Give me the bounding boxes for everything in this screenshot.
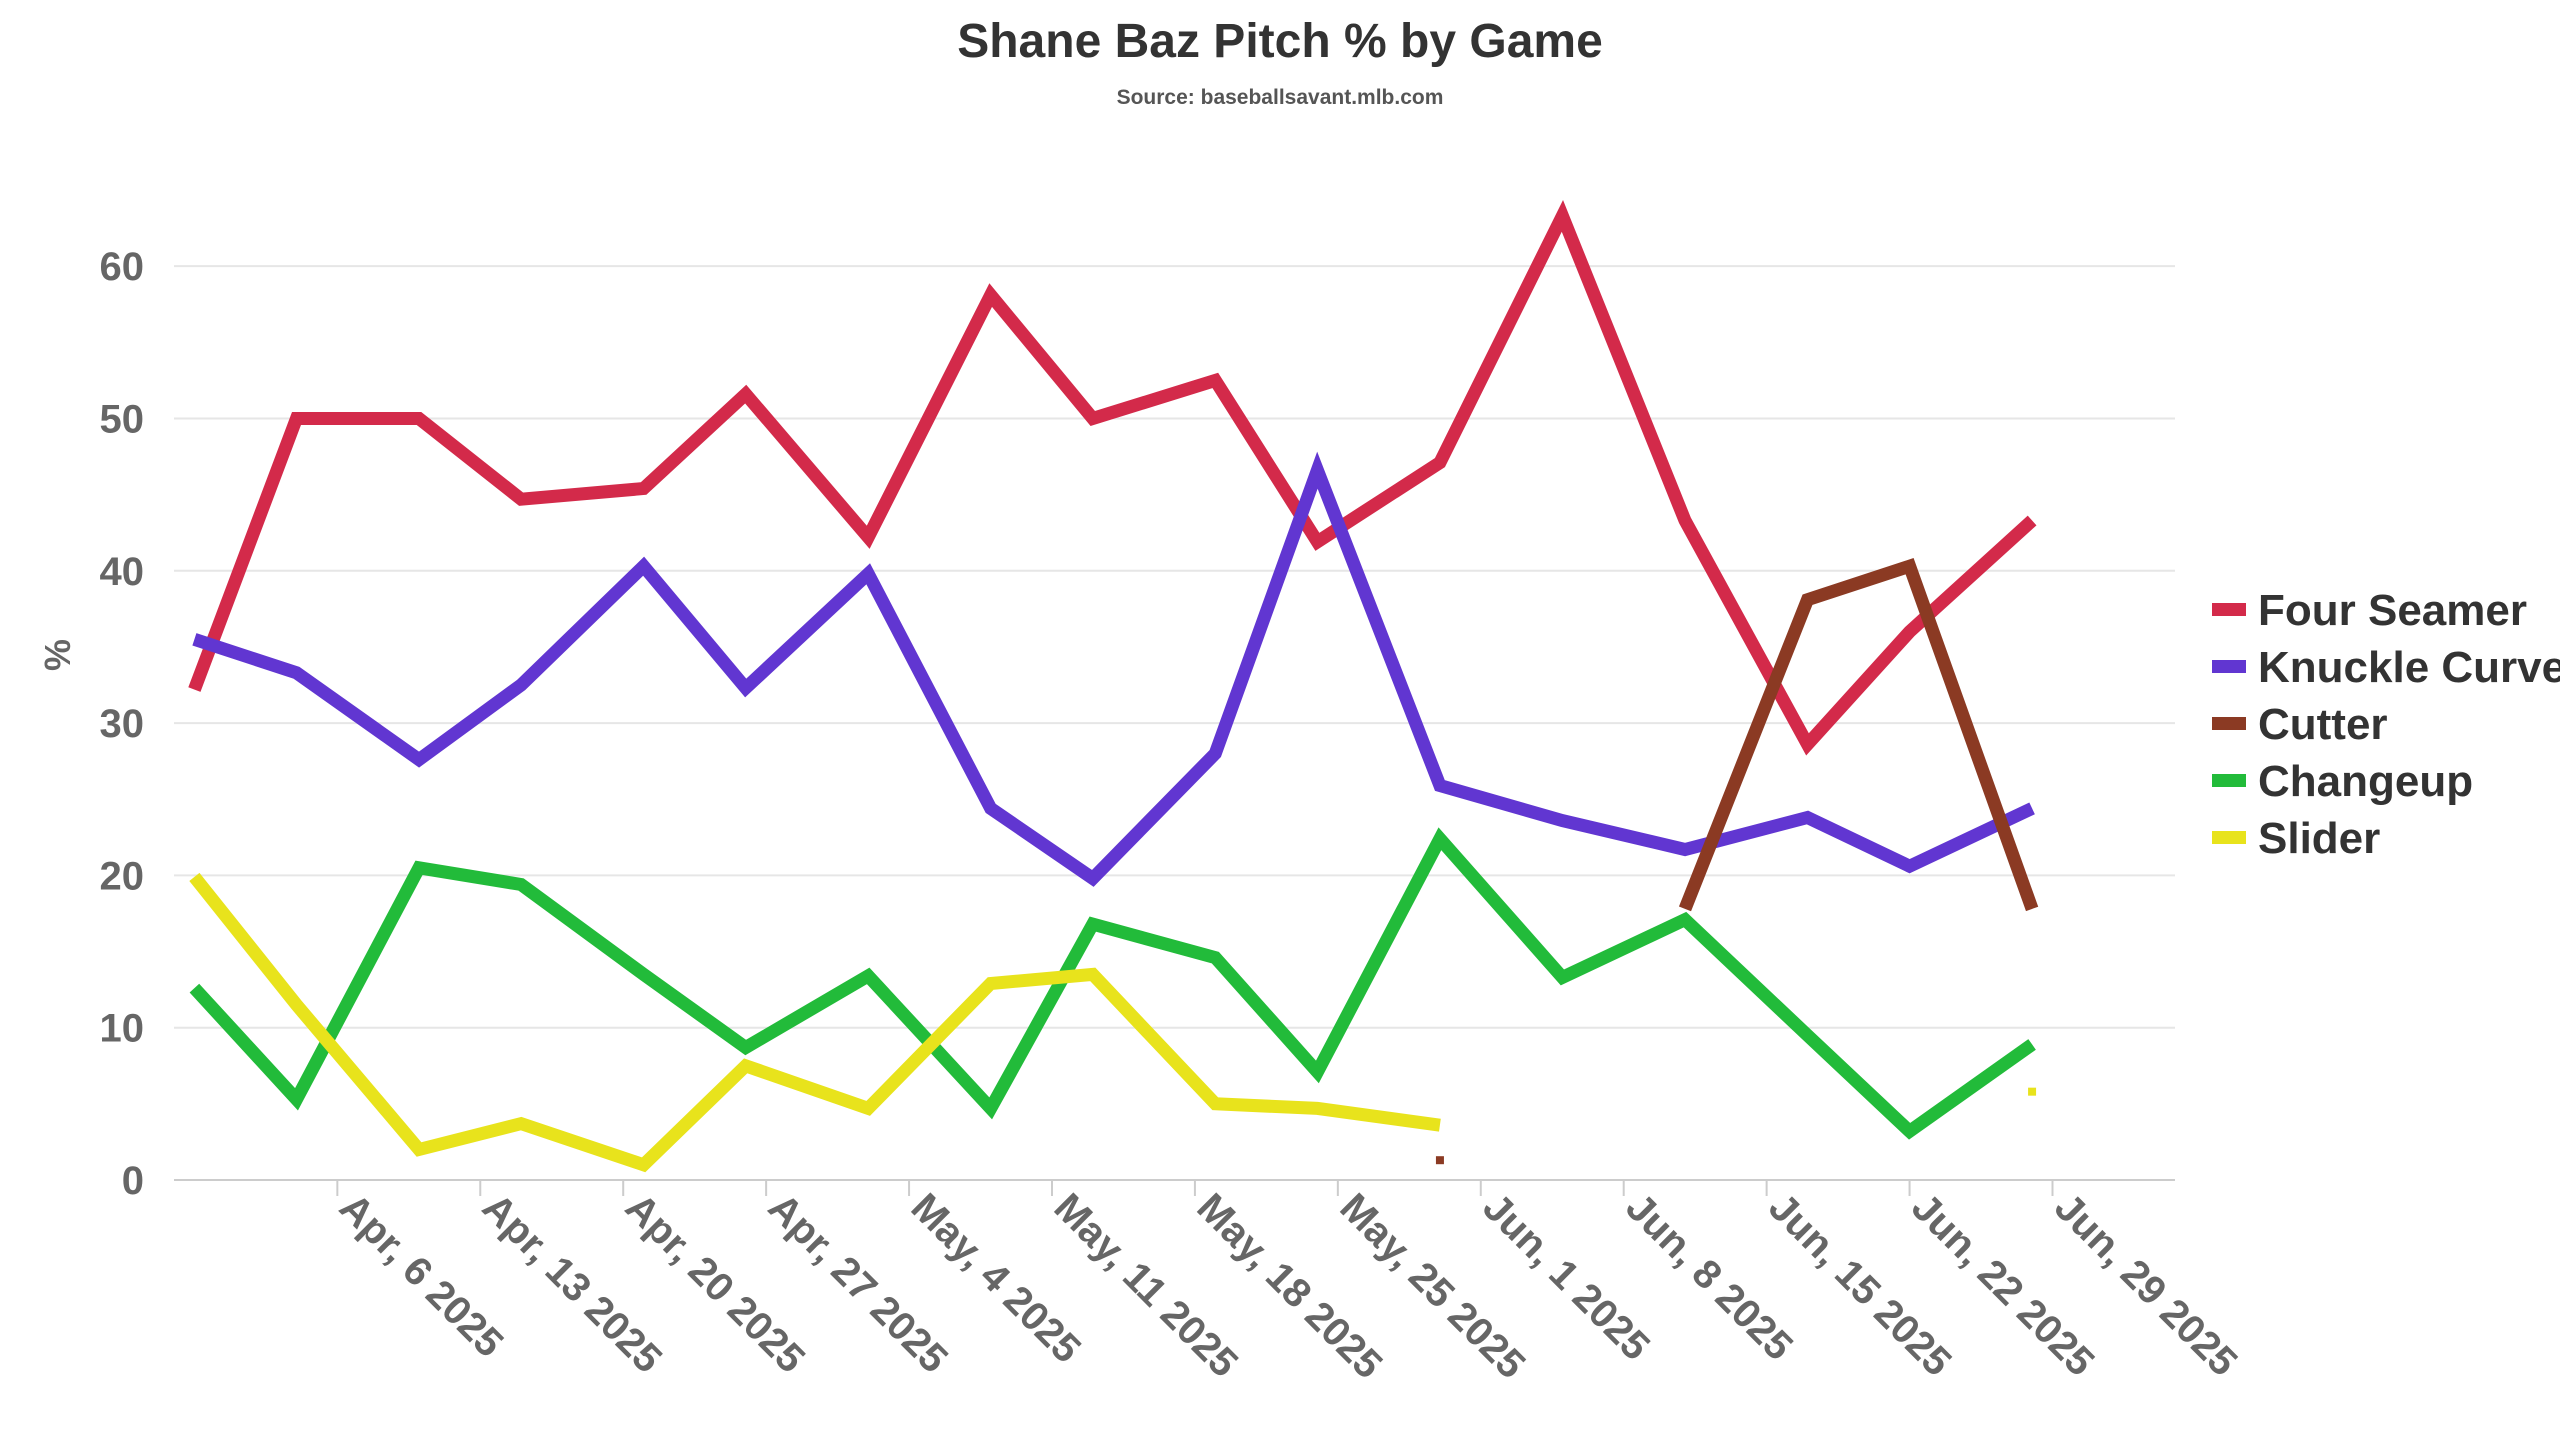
legend-item-slider[interactable]: Slider (2212, 814, 2380, 863)
cutter-line[interactable] (1678, 558, 2039, 912)
cutter-point (1435, 1156, 1444, 1165)
four-seamer-line[interactable] (188, 200, 2037, 756)
legend-label: Cutter (2258, 700, 2388, 749)
knuckle-curve-line[interactable] (192, 451, 2035, 887)
legend: Four Seamer Knuckle Curve Cutter Changeup Sl… (2212, 586, 2560, 863)
legend-swatch (2212, 831, 2246, 844)
chart-subtitle: Source: baseballsavant.mlb.com (1117, 86, 1444, 109)
legend-label: Slider (2258, 814, 2380, 863)
changeup-line[interactable] (189, 827, 2036, 1140)
y-tick-label: 0 (122, 1159, 144, 1203)
gridlines (174, 265, 2175, 1029)
series-lines (188, 200, 2039, 1173)
y-axis-label: % (37, 639, 78, 671)
slider-line[interactable] (189, 872, 1441, 1173)
legend-swatch (2212, 603, 2246, 616)
y-tick-label: 20 (100, 854, 145, 898)
legend-label: Changeup (2258, 757, 2473, 806)
legend-swatch (2212, 717, 2246, 730)
legend-swatch (2212, 774, 2246, 787)
legend-item-knuckle-curve[interactable]: Knuckle Curve (2212, 643, 2560, 692)
slider-point (2028, 1087, 2037, 1096)
y-tick-label: 60 (100, 245, 145, 289)
legend-swatch (2212, 660, 2246, 673)
legend-label: Knuckle Curve (2258, 643, 2560, 692)
legend-label: Four Seamer (2258, 586, 2527, 635)
y-tick-label: 10 (100, 1007, 145, 1051)
legend-item-changeup[interactable]: Changeup (2212, 757, 2473, 806)
y-tick-label: 50 (100, 397, 145, 441)
y-tick-label: 40 (100, 550, 145, 594)
legend-item-cutter[interactable]: Cutter (2212, 700, 2388, 749)
chart-title: Shane Baz Pitch % by Game (957, 15, 1603, 68)
y-tick-label: 30 (100, 702, 145, 746)
legend-item-four-seamer[interactable]: Four Seamer (2212, 586, 2527, 635)
